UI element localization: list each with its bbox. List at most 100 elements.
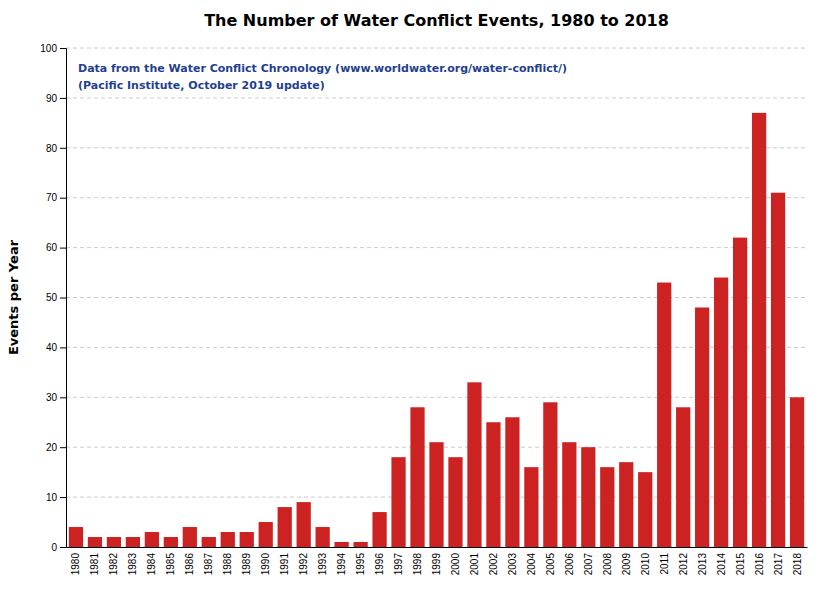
- grid-line: [66, 97, 807, 98]
- y-tick-label: 80: [46, 143, 58, 154]
- x-tick: 2003: [507, 553, 518, 576]
- y-tick-label: 50: [46, 292, 58, 303]
- x-tick: 2017: [773, 553, 784, 576]
- x-tick: 2002: [488, 553, 499, 576]
- x-tick: 1986: [184, 553, 195, 576]
- x-tick-label: 2000: [450, 553, 461, 576]
- y-tick: 100: [40, 43, 66, 54]
- x-tick-label: 1994: [336, 553, 347, 576]
- bar: [543, 402, 557, 547]
- x-tick-label: 2007: [583, 553, 594, 576]
- y-tick-label: 20: [46, 442, 58, 453]
- grid: [66, 48, 807, 547]
- bar: [278, 507, 292, 547]
- y-tick-label: 0: [51, 542, 57, 553]
- bar: [733, 238, 747, 547]
- x-tick: 2000: [450, 553, 461, 576]
- x-tick: 2007: [583, 553, 594, 576]
- y-axis-title: Events per Year: [6, 239, 21, 355]
- x-tick: 1993: [317, 553, 328, 576]
- x-tick: 2004: [526, 553, 537, 576]
- y-tick: 70: [46, 192, 66, 203]
- x-axis: 1980 1981 1982 1983 1984 1985 1986 1987 1988 1989…: [67, 548, 808, 576]
- y-tick-mark: [60, 98, 66, 99]
- y-tick-mark: [60, 248, 66, 249]
- y-tick: 0: [51, 542, 66, 553]
- y-tick-mark: [60, 198, 66, 199]
- bar: [126, 537, 140, 547]
- bar: [524, 467, 538, 547]
- x-tick-label: 2008: [602, 553, 613, 576]
- y-tick-label: 30: [46, 392, 58, 403]
- x-tick-label: 1999: [431, 553, 442, 576]
- bar: [619, 462, 633, 547]
- y-axis: 0 10 20 30 40 50 60 70 80 90 100: [40, 43, 66, 553]
- x-tick: 2016: [754, 553, 765, 576]
- bar: [448, 457, 462, 547]
- x-tick-label: 2003: [507, 553, 518, 576]
- x-tick: 1991: [279, 553, 290, 576]
- bar: [467, 382, 481, 547]
- y-tick-mark: [60, 347, 66, 348]
- bar: [164, 537, 178, 547]
- x-tick-label: 1987: [203, 553, 214, 576]
- bar: [69, 527, 83, 547]
- bar: [183, 527, 197, 547]
- bar: [259, 522, 273, 547]
- grid-line: [66, 197, 807, 198]
- x-tick: 1987: [203, 553, 214, 576]
- bar: [221, 532, 235, 547]
- bar: [505, 417, 519, 547]
- chart: 0102030405060708090100198019811982198319…: [0, 0, 827, 599]
- plot: 0102030405060708090100198019811982198319…: [40, 43, 807, 576]
- annotations: Data from the Water Conflict Chronology …: [78, 62, 567, 92]
- bar: [107, 537, 121, 547]
- y-tick-mark: [60, 148, 66, 149]
- x-tick-label: 1995: [355, 553, 366, 576]
- x-tick-label: 2009: [621, 553, 632, 576]
- y-tick-label: 10: [46, 492, 58, 503]
- x-tick: 1988: [222, 553, 233, 576]
- bar: [714, 278, 728, 547]
- grid-line: [66, 147, 807, 148]
- x-tick-label: 2013: [697, 553, 708, 576]
- y-tick: 40: [46, 342, 66, 353]
- x-tick-label: 1996: [374, 553, 385, 576]
- bar: [372, 512, 386, 547]
- x-tick-label: 1981: [89, 553, 100, 576]
- x-tick: 1981: [89, 553, 100, 576]
- x-tick: 1995: [355, 553, 366, 576]
- x-tick: 1990: [260, 553, 271, 576]
- x-tick-label: 2015: [735, 553, 746, 576]
- x-tick-label: 1988: [222, 553, 233, 576]
- x-tick: 2011: [659, 553, 670, 575]
- x-tick: 2010: [640, 553, 651, 576]
- x-tick-label: 2002: [488, 553, 499, 576]
- bar: [486, 422, 500, 547]
- x-tick-label: 1985: [165, 553, 176, 576]
- x-tick: 1996: [374, 553, 385, 576]
- x-tick: 1983: [127, 553, 138, 576]
- x-tick: 1989: [241, 553, 252, 576]
- x-tick-label: 2014: [716, 553, 727, 576]
- bar: [202, 537, 216, 547]
- y-tick: 90: [46, 93, 66, 104]
- x-tick: 1994: [336, 553, 347, 576]
- x-tick-label: 2012: [678, 553, 689, 576]
- y-tick: 80: [46, 143, 66, 154]
- y-tick: 60: [46, 242, 66, 253]
- x-tick: 1980: [70, 553, 81, 576]
- x-tick: 2012: [678, 553, 689, 576]
- x-tick-label: 1984: [146, 553, 157, 576]
- x-tick: 2013: [697, 553, 708, 576]
- x-tick-label: 2018: [792, 553, 803, 576]
- y-tick-mark: [60, 497, 66, 498]
- y-tick-label: 60: [46, 242, 58, 253]
- bar: [410, 407, 424, 547]
- bar: [752, 113, 766, 547]
- x-tick-label: 1982: [108, 553, 119, 576]
- bar: [429, 442, 443, 547]
- annotation: Data from the Water Conflict Chronology …: [78, 62, 567, 75]
- x-tick: 1984: [146, 553, 157, 576]
- bar: [297, 502, 311, 547]
